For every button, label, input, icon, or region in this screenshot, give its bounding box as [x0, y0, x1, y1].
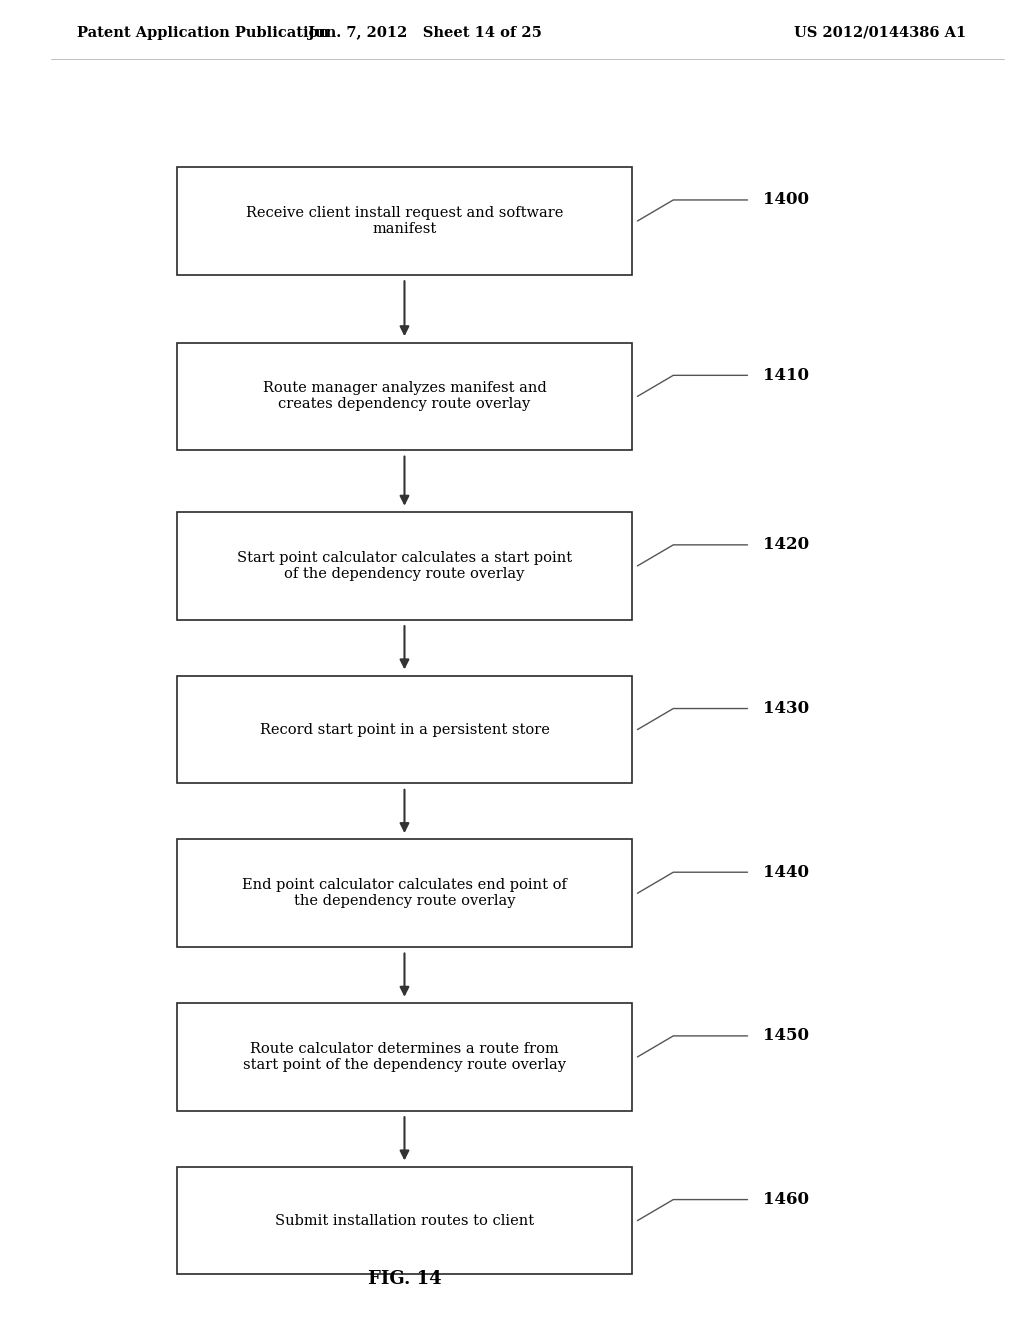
Text: 1420: 1420: [763, 536, 809, 553]
Text: 1430: 1430: [763, 700, 809, 717]
Bar: [177, 840, 633, 946]
Text: 1440: 1440: [763, 863, 809, 880]
Text: US 2012/0144386 A1: US 2012/0144386 A1: [794, 26, 966, 40]
Text: 1410: 1410: [763, 367, 809, 384]
Text: 1400: 1400: [763, 191, 809, 209]
Text: Jun. 7, 2012   Sheet 14 of 25: Jun. 7, 2012 Sheet 14 of 25: [308, 26, 542, 40]
Text: 1460: 1460: [763, 1191, 809, 1208]
Bar: [177, 512, 633, 619]
Text: Submit installation routes to client: Submit installation routes to client: [274, 1213, 535, 1228]
Text: Receive client install request and software
manifest: Receive client install request and softw…: [246, 206, 563, 236]
Bar: [177, 168, 633, 275]
Text: 1450: 1450: [763, 1027, 809, 1044]
Text: Patent Application Publication: Patent Application Publication: [77, 26, 329, 40]
Bar: [177, 1167, 633, 1274]
Bar: [177, 676, 633, 783]
Text: Start point calculator calculates a start point
of the dependency route overlay: Start point calculator calculates a star…: [237, 550, 572, 581]
Text: FIG. 14: FIG. 14: [368, 1270, 441, 1288]
Text: Route manager analyzes manifest and
creates dependency route overlay: Route manager analyzes manifest and crea…: [262, 381, 547, 412]
Text: Record start point in a persistent store: Record start point in a persistent store: [259, 722, 550, 737]
Text: End point calculator calculates end point of
the dependency route overlay: End point calculator calculates end poin…: [242, 878, 567, 908]
Bar: [177, 343, 633, 450]
Text: Route calculator determines a route from
start point of the dependency route ove: Route calculator determines a route from…: [243, 1041, 566, 1072]
Bar: [177, 1003, 633, 1110]
